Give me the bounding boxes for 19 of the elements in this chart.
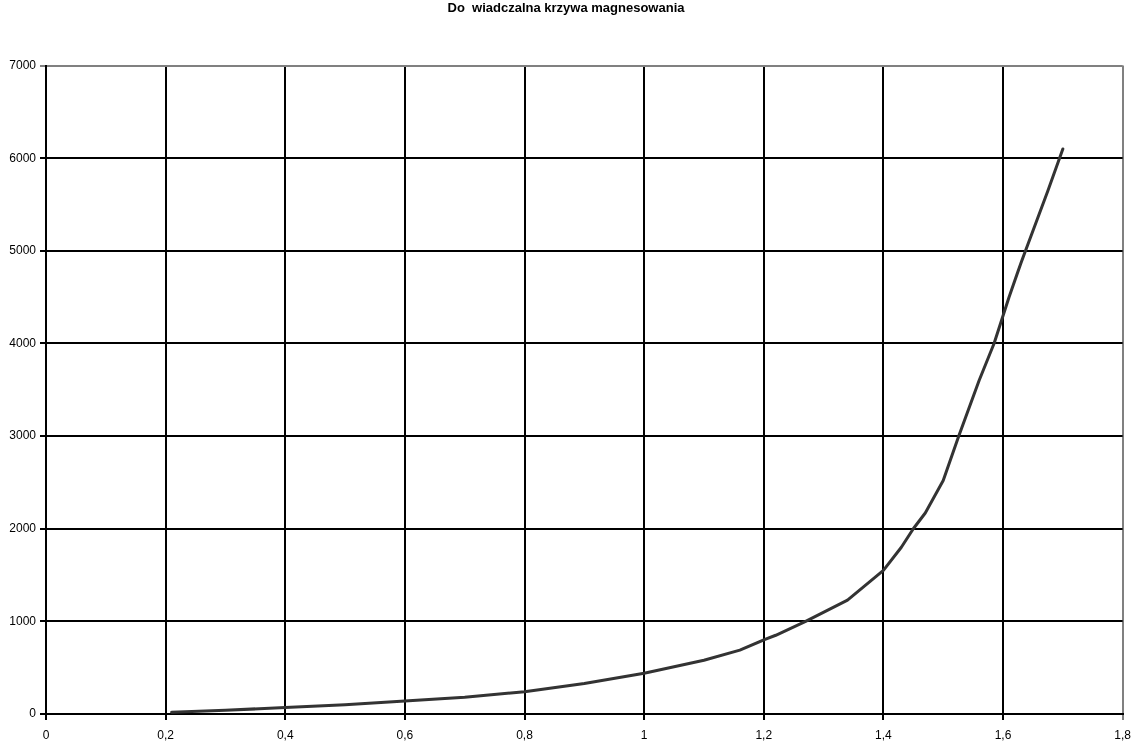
x-tick-label: 0,4 xyxy=(276,727,294,742)
x-tick-label: 1,4 xyxy=(875,727,893,742)
x-tick-label: 1,6 xyxy=(994,727,1012,742)
y-tick-label: 1000 xyxy=(9,613,37,628)
y-tick-label: 3000 xyxy=(9,428,37,443)
y-tick-label: 7000 xyxy=(9,57,37,72)
y-tick-label: 0 xyxy=(29,706,37,721)
x-tick-label: 1,2 xyxy=(755,727,773,742)
x-tick-label: 1 xyxy=(640,727,648,742)
x-tick-label: 0 xyxy=(42,727,50,742)
x-tick-label: 0,8 xyxy=(516,727,534,742)
y-tick-label: 4000 xyxy=(9,335,37,350)
x-tick-label: 0,2 xyxy=(157,727,175,742)
y-tick-label: 2000 xyxy=(9,521,37,536)
x-tick-label: 0,6 xyxy=(396,727,414,742)
x-tick-label: 1,8 xyxy=(1114,727,1132,742)
chart-title: Do wiadczalna krzywa magnesowania xyxy=(447,0,686,16)
y-tick-label: 6000 xyxy=(9,150,37,165)
y-tick-label: 5000 xyxy=(9,243,37,258)
